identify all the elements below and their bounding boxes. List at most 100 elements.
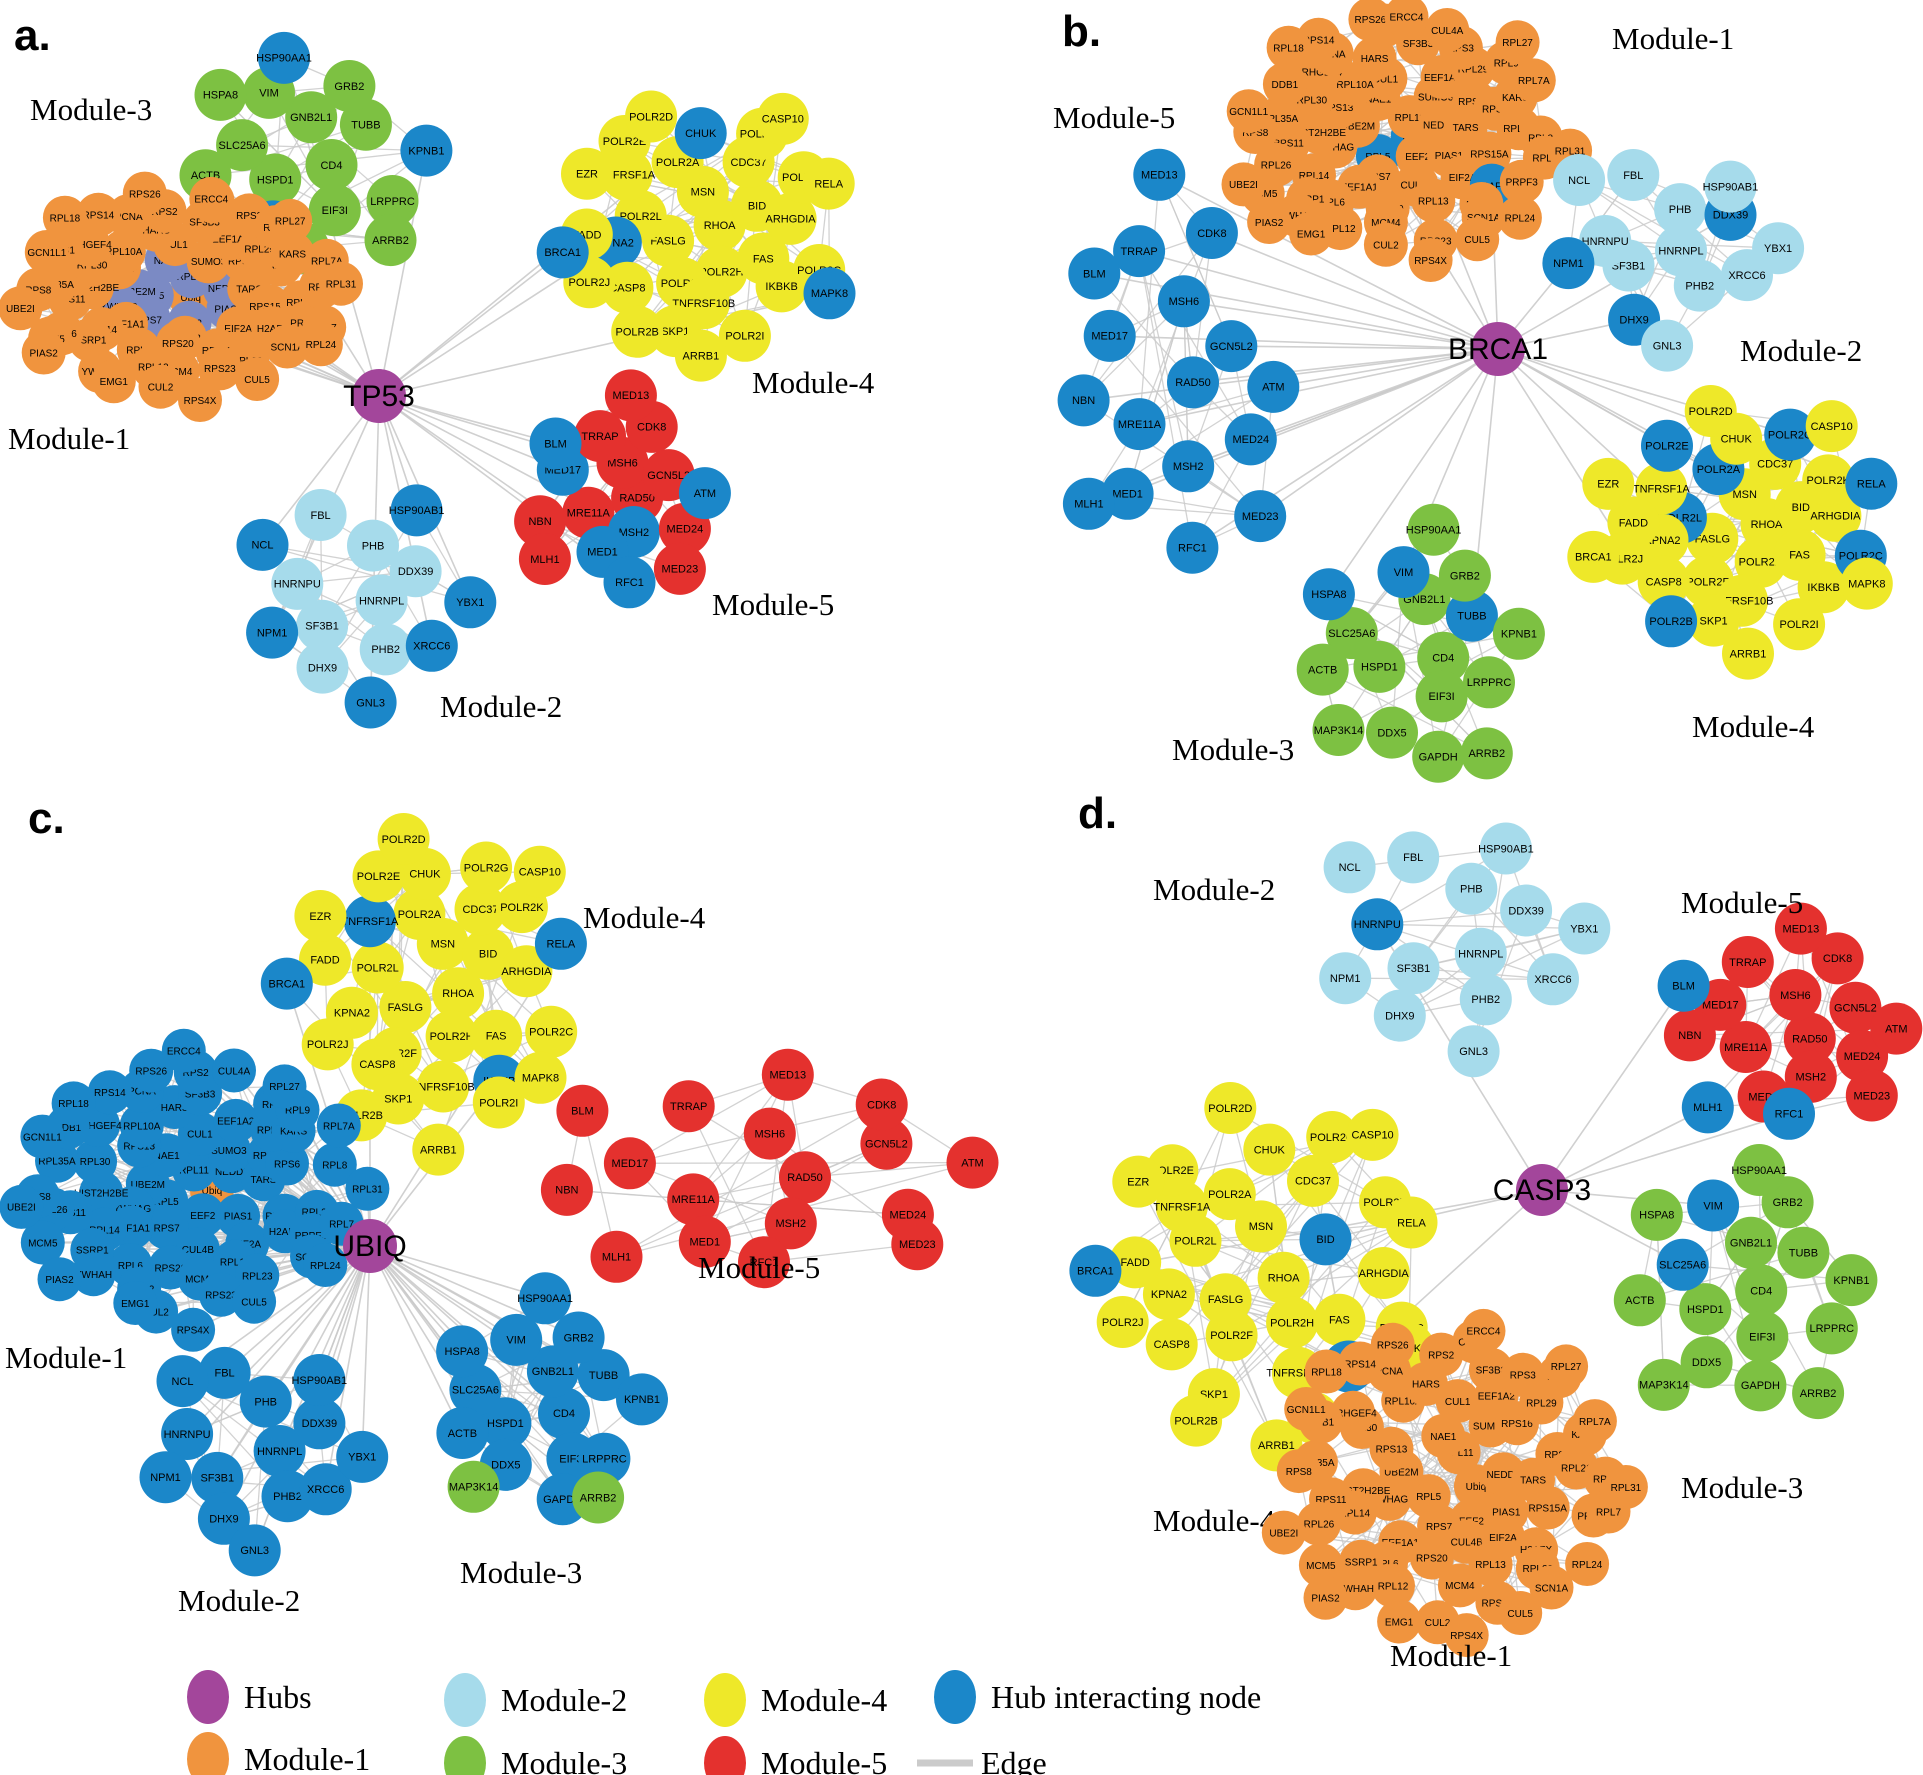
node-med13[interactable] [761,1048,814,1101]
node-polr2b[interactable] [1170,1394,1223,1447]
node-fas[interactable] [1313,1293,1366,1346]
node-gnl3[interactable] [1447,1025,1500,1078]
node-rad50[interactable] [1783,1012,1836,1065]
node-polr2c[interactable] [525,1005,578,1058]
node-phb2[interactable] [359,623,412,676]
node-mcm5[interactable] [1298,1543,1343,1588]
node-npm1[interactable] [1542,237,1595,290]
node-pias2[interactable] [1303,1575,1348,1620]
node-rfc1[interactable] [738,1236,790,1289]
node-arrb2[interactable] [1792,1367,1845,1420]
node-rps4x[interactable] [1444,1613,1489,1658]
node-gnb2l1[interactable] [1725,1216,1777,1269]
node-lrpprc[interactable] [366,175,419,227]
node-msh2[interactable] [1162,440,1215,493]
node-casp8[interactable] [1145,1318,1198,1371]
node-rpl27[interactable] [268,198,313,243]
node-hsp90ab1[interactable] [1479,822,1532,875]
node-rela[interactable] [534,917,587,970]
node-polr2e[interactable] [352,850,405,903]
node-xrcc6[interactable] [1527,953,1579,1006]
node-rps23[interactable] [197,346,242,391]
node-ybx1[interactable] [336,1430,389,1483]
node-ncl[interactable] [236,518,289,571]
node-med1[interactable] [678,1215,731,1268]
node-fbl[interactable] [198,1346,251,1399]
node-chuk[interactable] [1243,1123,1296,1176]
node-eif3i[interactable] [1736,1310,1789,1363]
node-rpl24[interactable] [298,322,343,367]
node-hsp90ab1[interactable] [390,484,443,537]
node-mcm4[interactable] [1437,1563,1482,1608]
node-kpnb1[interactable] [616,1373,668,1426]
node-polr2d[interactable] [625,90,678,143]
node-trrap[interactable] [1721,936,1774,988]
node-mre11a[interactable] [1113,398,1166,451]
node-ercc4[interactable] [1461,1308,1506,1353]
node-casp8[interactable] [601,261,654,314]
node-fadd[interactable] [299,933,351,986]
node-tubb[interactable] [1445,589,1498,642]
node-lrpprc[interactable] [578,1432,631,1485]
node-rpl27[interactable] [1495,20,1540,65]
hub-node-casp3[interactable] [1516,1164,1568,1216]
node-eef1a2[interactable] [213,1098,258,1143]
node-arrb1[interactable] [1722,627,1774,680]
node-ube2i[interactable] [1221,162,1266,207]
node-rps14[interactable] [87,1070,132,1115]
node-polr2f[interactable] [1205,1309,1258,1362]
node-polr2d[interactable] [1204,1082,1257,1134]
node-hnrnpl[interactable] [1454,927,1507,980]
node-polr2g[interactable] [1764,408,1817,461]
node-hspa8[interactable] [436,1325,489,1378]
node-polr2b[interactable] [611,305,664,358]
node-arrb2[interactable] [1460,727,1513,780]
node-med23[interactable] [1845,1069,1898,1122]
node-atm[interactable] [678,467,731,520]
node-blm[interactable] [529,417,582,470]
node-skp1[interactable] [1687,594,1740,647]
node-rps14[interactable] [76,192,121,237]
node-rpl13[interactable] [1468,1542,1513,1587]
node-polr2e[interactable] [1641,419,1693,472]
node-gnl3[interactable] [228,1524,281,1577]
node-med13[interactable] [604,369,657,422]
node-ube2i[interactable] [0,1184,44,1229]
node-cdk8[interactable] [1185,207,1238,259]
node-rpl18[interactable] [42,195,87,240]
node-rps26[interactable] [129,1048,174,1093]
node-pias2[interactable] [37,1257,82,1302]
node-mcm5[interactable] [20,1220,65,1265]
node-tubb[interactable] [1777,1226,1830,1279]
node-polr2k[interactable] [1802,454,1855,507]
node-dhx9[interactable] [296,641,349,694]
node-sf3b1[interactable] [191,1451,244,1504]
node-hspa8[interactable] [1630,1188,1683,1241]
node-npm1[interactable] [246,606,299,659]
node-brca1[interactable] [260,957,313,1010]
node-slc25a6[interactable] [216,119,269,172]
node-actb[interactable] [1613,1274,1666,1327]
node-ercc4[interactable] [1384,0,1429,39]
node-polr2j[interactable] [301,1018,354,1071]
node-brca1[interactable] [536,226,589,279]
node-ddx5[interactable] [1680,1336,1733,1389]
node-polr2h[interactable] [1734,535,1787,588]
node-gcn1l1[interactable] [20,1114,65,1159]
node-hnrnpu[interactable] [161,1408,214,1460]
node-msh2[interactable] [764,1197,817,1250]
node-rpl27[interactable] [1544,1344,1589,1389]
node-ikbkb[interactable] [1797,561,1850,614]
node-gcn5l2[interactable] [1829,981,1882,1034]
node-gcn5l2[interactable] [1205,320,1258,373]
node-med17[interactable] [1083,309,1136,362]
node-polr2i[interactable] [1773,598,1826,651]
node-rpl31[interactable] [1603,1465,1648,1509]
node-polr2a[interactable] [393,888,446,940]
node-pias2[interactable] [21,330,66,375]
node-scn1a[interactable] [265,324,310,369]
node-mre11a[interactable] [562,486,615,539]
node-hnrnpu[interactable] [271,557,324,610]
node-ddx39[interactable] [389,545,442,598]
node-kpnb1[interactable] [1825,1254,1878,1307]
